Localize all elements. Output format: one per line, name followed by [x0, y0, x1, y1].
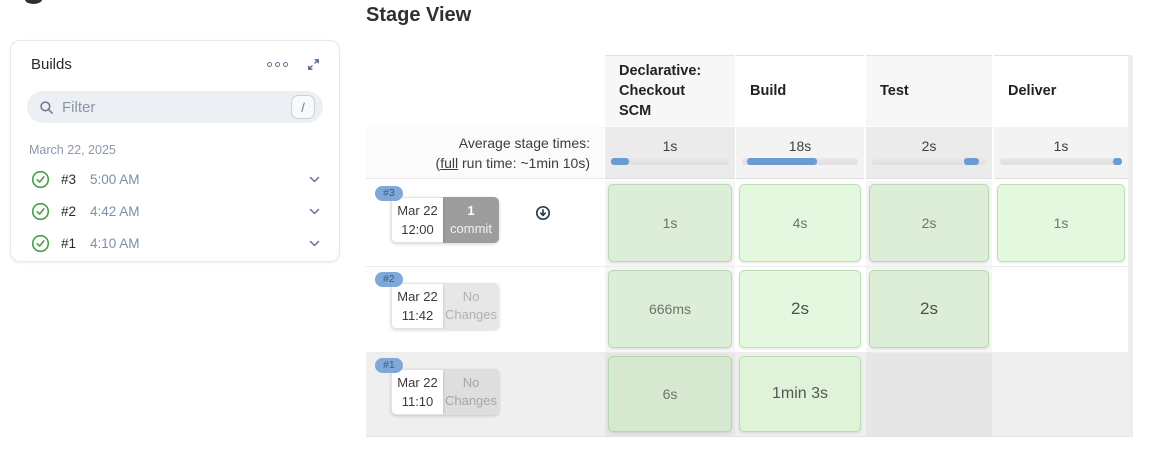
run-number-badge: #3: [375, 186, 403, 201]
stage-column-header: Build: [736, 55, 864, 126]
build-id: #3: [61, 171, 77, 187]
builds-panel-title: Builds: [31, 55, 72, 73]
run-number-badge: #2: [375, 272, 403, 287]
sidebar-build-row-3[interactable]: #3 5:00 AM: [19, 164, 331, 194]
average-stage-time: 1s: [994, 127, 1128, 179]
full-run-time-link[interactable]: full: [440, 154, 459, 171]
stage-column-header: Test: [866, 55, 992, 126]
expand-button[interactable]: [302, 55, 325, 74]
stage-cell[interactable]: 2s: [869, 184, 989, 262]
build-date-header: March 22, 2025: [29, 143, 116, 157]
average-stage-time: 18s: [736, 127, 864, 179]
build-time: 5:00 AM: [90, 171, 140, 187]
search-icon: [40, 100, 53, 114]
stage-column-header: Declarative: Checkout SCM: [605, 55, 735, 126]
chevron-down-icon[interactable]: [308, 205, 321, 218]
filter-input[interactable]: [62, 98, 291, 116]
stage-cell[interactable]: 1s: [608, 184, 732, 262]
run-date-card: Mar 22 11:42: [391, 283, 443, 329]
stage-timeline-track: [742, 158, 858, 165]
no-changes-label: No Changes: [443, 369, 499, 415]
sidebar-build-row-1[interactable]: #1 4:10 AM: [19, 228, 331, 258]
build-row-1: #1 Mar 22 11:10 No Changes 6s 1min 3s: [366, 353, 1128, 437]
ellipsis-icon: [267, 61, 288, 67]
run-date-card: Mar 22 12:00: [391, 197, 443, 243]
no-changes-label: No Changes: [443, 283, 499, 329]
average-stage-time: 1s: [605, 127, 735, 179]
filter-field: /: [27, 91, 323, 123]
more-options-button[interactable]: [263, 60, 292, 69]
stage-timeline-fill: [1113, 158, 1122, 165]
page-title: Stage View: [366, 4, 472, 26]
average-stage-time: 2s: [866, 127, 992, 179]
stage-timeline-track: [611, 158, 729, 165]
success-check-icon: [31, 202, 50, 220]
stage-cell[interactable]: 2s: [869, 270, 989, 348]
run-date-card: Mar 22 11:10: [391, 369, 443, 415]
build-time: 4:42 AM: [90, 203, 140, 219]
clipped-logo: [25, 0, 42, 4]
stage-cell[interactable]: 4s: [739, 184, 861, 262]
stage-timeline-track: [1000, 158, 1122, 165]
chevron-down-icon[interactable]: [308, 237, 321, 250]
build-row-3: #3 Mar 22 12:00 1 commit 1s 4s 2s 1s: [366, 181, 1128, 267]
stage-timeline-fill: [611, 158, 629, 165]
sidebar-build-row-2[interactable]: #2 4:42 AM: [19, 196, 331, 226]
changeset-icon[interactable]: [535, 205, 551, 221]
stage-column-header: Deliver: [994, 55, 1128, 126]
keyboard-shortcut-badge: /: [291, 95, 315, 119]
changes-button[interactable]: 1 commit: [443, 197, 499, 243]
run-number-badge: #1: [375, 358, 403, 373]
success-check-icon: [31, 170, 50, 188]
build-id: #1: [61, 235, 77, 251]
stage-timeline-fill: [964, 158, 980, 165]
stage-cell[interactable]: 1min 3s: [739, 356, 861, 432]
table-right-edge: [1128, 55, 1133, 437]
build-id: #2: [61, 203, 77, 219]
chevron-down-icon[interactable]: [308, 173, 321, 186]
stage-cell[interactable]: 6s: [608, 356, 732, 432]
average-stage-times-label: Average stage times: (full run time: ~1m…: [366, 127, 604, 179]
stage-timeline-fill: [746, 158, 818, 165]
stage-view-table: Declarative: Checkout SCM Build Test Del…: [366, 55, 1128, 437]
stage-timeline-track: [872, 158, 986, 165]
expand-icon: [308, 58, 319, 70]
build-time: 4:10 AM: [90, 235, 140, 251]
stage-cell[interactable]: 1s: [997, 184, 1125, 262]
stage-cell[interactable]: 666ms: [608, 270, 732, 348]
success-check-icon: [31, 234, 50, 252]
stage-cell[interactable]: 2s: [739, 270, 861, 348]
builds-panel: Builds / March 22, 2025 #3 5:00 AM: [10, 40, 340, 262]
build-row-2: #2 Mar 22 11:42 No Changes 666ms 2s 2s: [366, 267, 1128, 353]
